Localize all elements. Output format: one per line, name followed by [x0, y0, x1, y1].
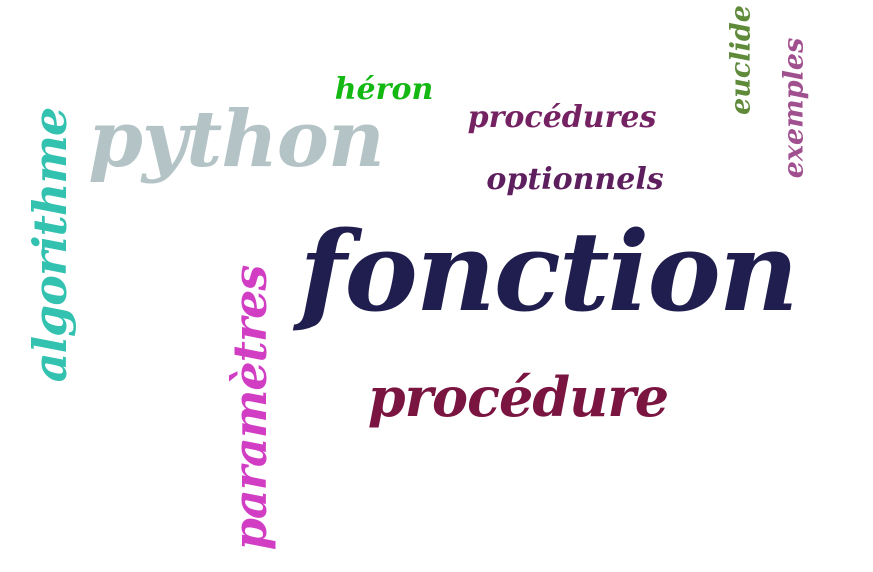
word-parametres: paramètres: [223, 265, 277, 551]
word-procedures: procédures: [467, 100, 657, 135]
word-python: python: [88, 94, 384, 185]
word-algorithme: algorithme: [23, 107, 77, 383]
word-heron: héron: [334, 72, 434, 107]
word-exemples: exemples: [778, 37, 810, 179]
word-procedure: procédure: [367, 365, 669, 429]
word-euclide: euclide: [725, 5, 757, 115]
word-fonction: fonction: [299, 207, 799, 336]
word-optionnels: optionnels: [486, 162, 664, 197]
